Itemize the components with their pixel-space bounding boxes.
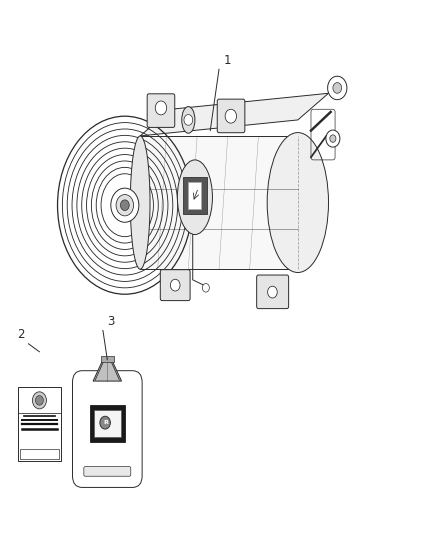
FancyBboxPatch shape — [84, 467, 131, 477]
Polygon shape — [140, 93, 328, 136]
Circle shape — [170, 279, 180, 291]
Ellipse shape — [131, 136, 150, 269]
FancyBboxPatch shape — [183, 177, 207, 214]
FancyBboxPatch shape — [160, 270, 190, 301]
FancyBboxPatch shape — [90, 405, 124, 442]
Circle shape — [202, 284, 209, 292]
Circle shape — [330, 135, 336, 142]
Circle shape — [35, 395, 43, 405]
FancyBboxPatch shape — [188, 182, 201, 209]
FancyBboxPatch shape — [20, 449, 59, 459]
Circle shape — [100, 416, 110, 429]
FancyBboxPatch shape — [18, 387, 61, 461]
Circle shape — [120, 200, 129, 211]
Ellipse shape — [182, 107, 195, 133]
Text: 1: 1 — [223, 54, 231, 67]
Ellipse shape — [177, 160, 212, 235]
Circle shape — [184, 115, 193, 125]
Circle shape — [268, 286, 277, 298]
Circle shape — [328, 76, 347, 100]
Circle shape — [32, 392, 46, 409]
Text: 2: 2 — [18, 328, 25, 341]
Circle shape — [326, 130, 340, 147]
Circle shape — [116, 195, 134, 216]
Polygon shape — [93, 360, 121, 381]
Circle shape — [333, 83, 342, 93]
FancyBboxPatch shape — [73, 371, 142, 487]
Text: 3: 3 — [107, 315, 115, 328]
Text: R: R — [103, 420, 108, 425]
FancyBboxPatch shape — [257, 275, 289, 309]
FancyBboxPatch shape — [147, 94, 175, 127]
FancyBboxPatch shape — [217, 99, 245, 133]
Circle shape — [111, 188, 139, 222]
Circle shape — [155, 101, 166, 115]
FancyBboxPatch shape — [101, 356, 114, 362]
Ellipse shape — [267, 133, 328, 272]
Polygon shape — [140, 136, 298, 269]
FancyBboxPatch shape — [94, 410, 120, 437]
Circle shape — [225, 109, 237, 123]
